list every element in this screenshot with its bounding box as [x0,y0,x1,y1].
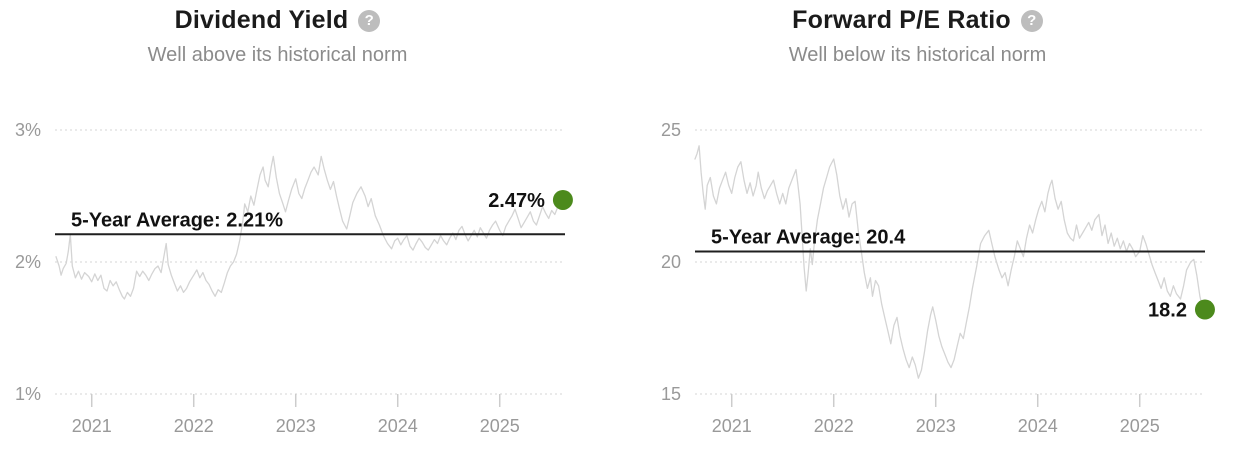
series-line [694,145,1204,379]
y-axis-label: 2% [15,252,41,272]
x-axis-label: 2024 [1018,416,1058,436]
x-axis-label: 2025 [480,416,520,436]
y-axis-label: 3% [15,120,41,140]
dividend-yield-header: Dividend Yield? Well above its historica… [0,6,555,67]
average-label: 5-Year Average: 20.4 [711,226,906,248]
chart-subtitle: Well below its historical norm [788,44,1047,66]
dividend-yield-panel: Dividend Yield? Well above its historica… [0,0,620,462]
chart-title: Forward P/E Ratio? [792,6,1043,35]
current-value-dot [1194,299,1215,320]
y-axis-label: 20 [661,252,681,272]
chart-title: Dividend Yield? [175,6,381,35]
dividend-yield-plot: 1% 2% 3% 2021 2022 2023 2024 2025 5-Year Average… [15,120,573,436]
x-axis-label: 2021 [72,416,112,436]
y-axis-label: 1% [15,384,41,404]
x-axis-label: 2025 [1120,416,1160,436]
y-axis-label: 25 [661,120,681,140]
x-axis-label: 2023 [276,416,316,436]
forward-pe-panel: Forward P/E Ratio? Well below its histor… [640,0,1247,462]
x-axis-label: 2022 [174,416,214,436]
chart-subtitle: Well above its historical norm [147,44,408,66]
forward-pe-header: Forward P/E Ratio? Well below its histor… [640,6,1195,67]
current-value-dot [552,189,573,210]
chart-title-text: Dividend Yield [174,6,349,34]
average-label: 5-Year Average: 2.21% [71,209,283,231]
x-axis-label: 2023 [916,416,956,436]
y-axis-label: 15 [661,384,681,404]
help-icon[interactable]: ? [358,9,381,32]
current-value-label: 2.47% [488,190,545,212]
chart-title-text: Forward P/E Ratio [792,6,1011,34]
x-axis-label: 2022 [814,416,854,436]
help-icon[interactable]: ? [1020,9,1043,32]
x-axis-label: 2024 [378,416,418,436]
x-axis-label: 2021 [712,416,752,436]
current-value-label: 18.2 [1148,300,1187,322]
